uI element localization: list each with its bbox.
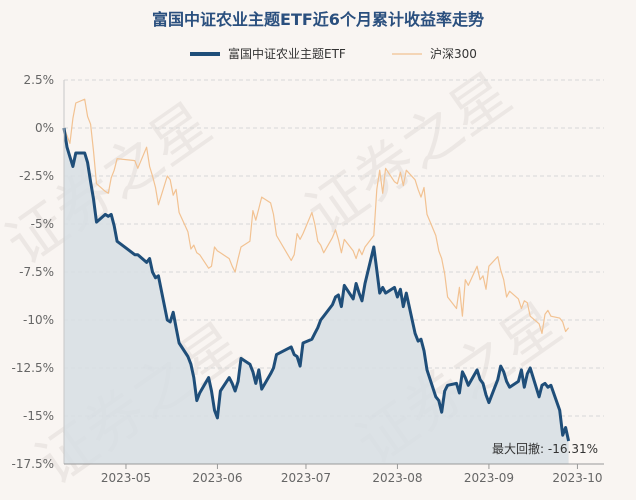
y-tick-label: -2.5% bbox=[19, 169, 54, 183]
legend-label: 沪深300 bbox=[430, 47, 477, 61]
max-drawdown-label: 最大回撤: -16.31% bbox=[492, 441, 598, 456]
x-tick-label: 2023-08 bbox=[372, 471, 422, 485]
x-tick-label: 2023-09 bbox=[464, 471, 514, 485]
x-tick-label: 2023-05 bbox=[101, 471, 151, 485]
x-tick-label: 2023-06 bbox=[192, 471, 242, 485]
series-line-fund bbox=[62, 127, 571, 442]
y-tick-label: 2.5% bbox=[24, 73, 55, 87]
series-line-index bbox=[63, 98, 570, 334]
area-layer bbox=[64, 128, 569, 464]
y-tick-label: -17.5% bbox=[12, 457, 54, 471]
legend-label: 富国中证农业主题ETF bbox=[228, 46, 346, 61]
y-tick-label: -5% bbox=[31, 217, 54, 231]
legend: 富国中证农业主题ETF 沪深300 bbox=[190, 46, 477, 61]
series-area-fill bbox=[64, 128, 569, 464]
y-tick-label: -7.5% bbox=[19, 265, 54, 279]
y-tick-label: -15% bbox=[23, 409, 54, 423]
y-tick-label: -10% bbox=[23, 313, 54, 327]
x-tick-label: 2023-10 bbox=[552, 471, 602, 485]
chart-title: 富国中证农业主题ETF近6个月累计收益率走势 bbox=[152, 10, 484, 29]
axis-layer: 2.5% 0% -2.5% -5% -7.5% -10% -12.5% -15% -17.5% 2… bbox=[12, 73, 604, 485]
y-tick-label: 0% bbox=[35, 121, 54, 135]
y-tick-label: -12.5% bbox=[12, 361, 54, 375]
series-layer bbox=[62, 98, 571, 442]
x-tick-label: 2023-07 bbox=[281, 471, 331, 485]
